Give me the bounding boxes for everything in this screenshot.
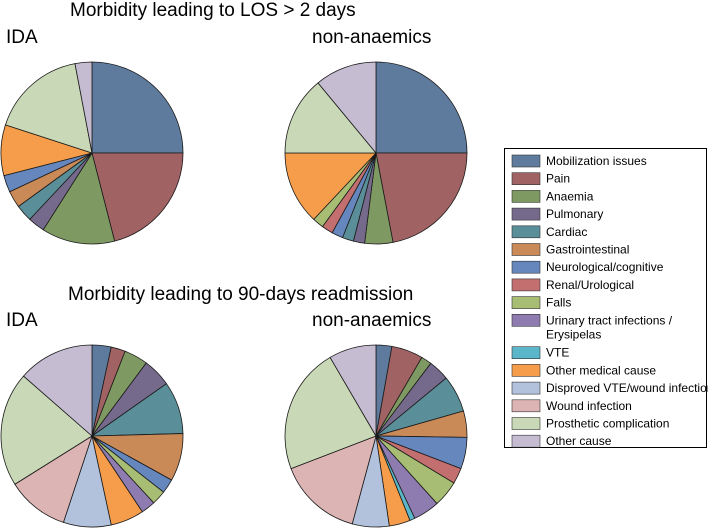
legend-swatch-neurological-cognitive — [511, 260, 541, 274]
legend: Mobilization issues Pain Anaemia Pulmonary C… — [504, 148, 708, 448]
pie-los-non-anaemics — [284, 61, 468, 245]
pie-slice-mobilization-issues — [91, 61, 184, 154]
legend-label-mobilization-issues: Mobilization issues — [546, 154, 647, 168]
pies-group — [0, 61, 468, 528]
pie-title-readmission-ida: IDA — [6, 310, 38, 331]
legend-swatch-pain — [511, 172, 541, 185]
section-title-readmission: Morbidity leading to 90-days readmission — [68, 284, 413, 305]
legend-swatch-prosthetic-complication — [511, 417, 541, 430]
pie-readmission-non-anaemics — [284, 344, 468, 528]
pie-slice-mobilization-issues — [375, 61, 468, 154]
pie-slice-prosthetic-complication — [284, 82, 377, 154]
pie-slice-pain — [91, 152, 184, 242]
pie-slice-prosthetic-complication — [0, 375, 93, 485]
legend-label-pulmonary: Pulmonary — [546, 207, 603, 221]
legend-swatch-wound-infection — [511, 399, 541, 413]
legend-swatch-cardiac — [511, 225, 541, 239]
legend-label-urinary-tract-infections-erysipelas-line2: Erysipelas — [546, 327, 601, 341]
legend-label-anaemia: Anaemia — [546, 189, 594, 203]
pie-slice-wound-infection — [290, 435, 377, 525]
pie-slice-pain — [375, 152, 468, 243]
legend-swatch-mobilization-issues — [511, 154, 541, 168]
pie-slice-other-cause — [22, 344, 93, 437]
pie-slice-anaemia — [42, 152, 116, 245]
legend-swatch-vte — [511, 346, 541, 360]
legend-swatch-other-cause — [511, 434, 541, 448]
pie-slice-prosthetic-complication — [4, 63, 93, 154]
pie-slice-other-cause — [74, 61, 93, 154]
legend-label-vte: VTE — [546, 346, 569, 360]
pie-slice-other-cause — [317, 61, 377, 155]
legend-label-gastrointestinal: Gastrointestinal — [546, 243, 629, 257]
pie-los-ida — [0, 61, 184, 245]
legend-label-disproved-vte-wound-infection: Disproved VTE/wound infection — [546, 381, 708, 395]
legend-label-other-medical-cause: Other medical cause — [546, 363, 656, 377]
legend-swatch-pulmonary — [511, 207, 541, 221]
legend-swatch-urinary-tract-infections-erysipelas — [511, 313, 541, 327]
pie-slice-other-medical-cause — [284, 152, 377, 220]
pie-title-los-non-anaemics: non-anaemics — [312, 27, 431, 48]
pie-slice-other-cause — [329, 344, 377, 438]
pie-slice-prosthetic-complication — [284, 356, 377, 470]
legend-label-wound-infection: Wound infection — [546, 399, 632, 413]
legend-swatch-gastrointestinal — [511, 243, 541, 256]
legend-label-renal-urological: Renal/Urological — [546, 278, 634, 292]
legend-label-other-cause: Other cause — [546, 434, 612, 448]
legend-label-urinary-tract-infections-erysipelas-line1: Urinary tract infections / — [546, 313, 673, 327]
legend-swatch-other-medical-cause — [511, 364, 541, 377]
legend-label-prosthetic-complication: Prosthetic complication — [546, 417, 669, 431]
pie-title-los-ida: IDA — [6, 27, 38, 48]
legend-swatch-falls — [511, 296, 541, 309]
pie-title-readmission-non-anaemics: non-anaemics — [312, 310, 431, 331]
legend-label-cardiac: Cardiac — [546, 225, 587, 239]
legend-label-neurological-cognitive: Neurological/cognitive — [546, 260, 664, 274]
legend-label-pain: Pain — [546, 172, 570, 186]
pie-readmission-ida — [0, 344, 184, 528]
legend-swatch-anaemia — [511, 190, 541, 203]
section-title-los: Morbidity leading to LOS > 2 days — [70, 0, 356, 21]
legend-swatch-disproved-vte-wound-infection — [511, 381, 541, 395]
legend-label-falls: Falls — [546, 296, 571, 310]
legend-swatch-renal-urological — [511, 278, 541, 292]
